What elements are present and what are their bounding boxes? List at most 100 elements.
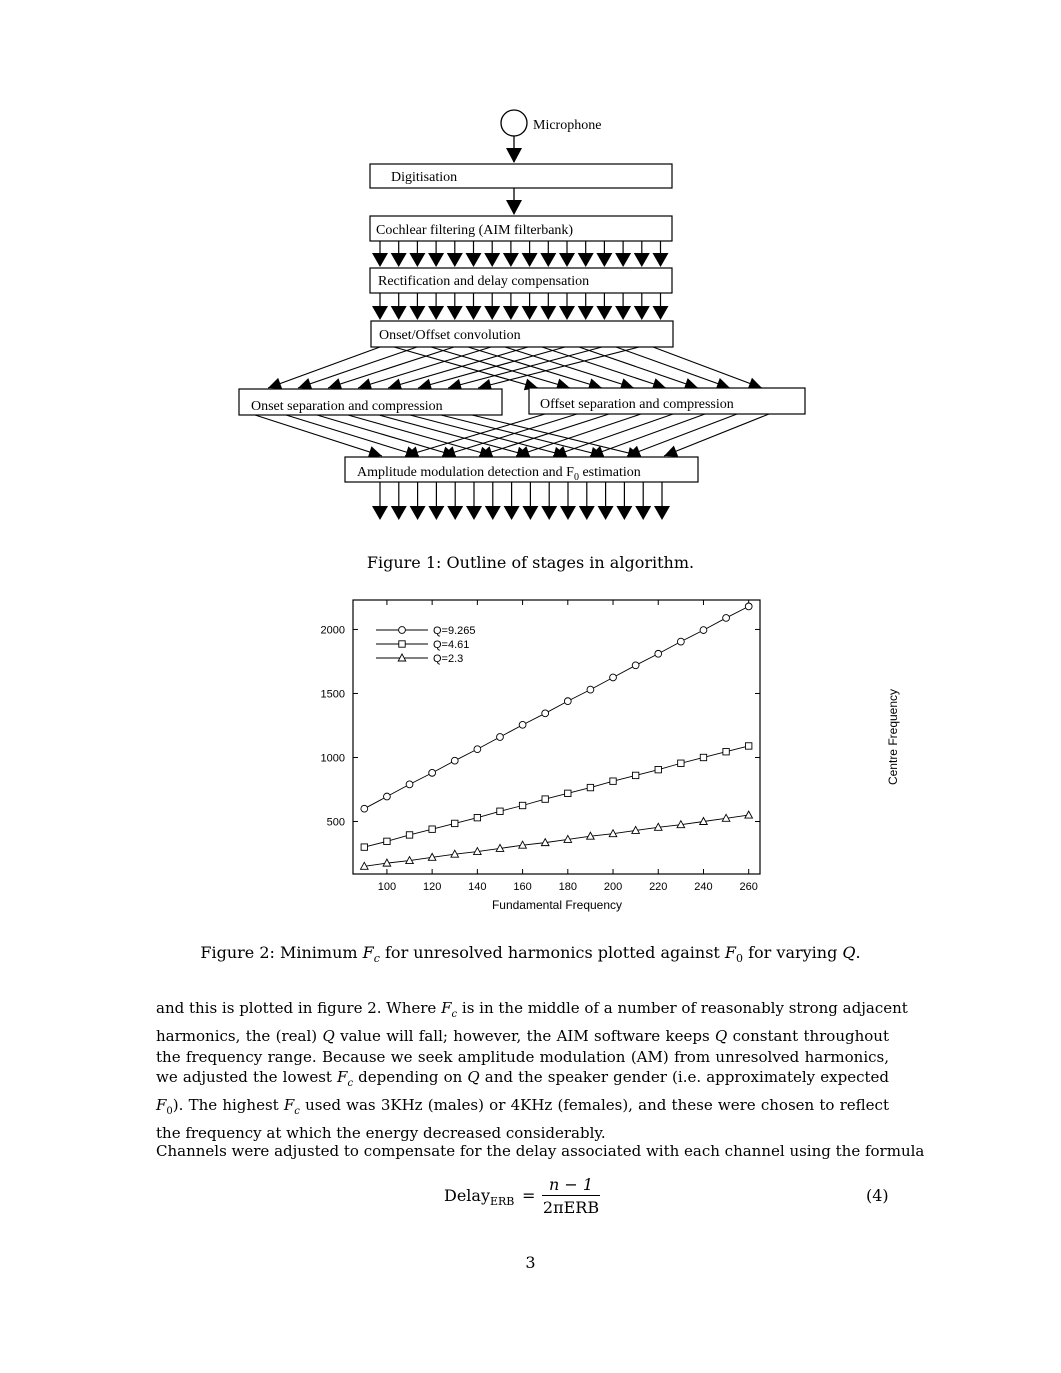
cochlear-label: Cochlear filtering (AIM filterbank)	[376, 223, 573, 238]
data-point	[744, 810, 754, 819]
crossing-arrow	[393, 346, 539, 389]
channel-arrow-head	[428, 506, 445, 520]
crossing-arrow	[504, 346, 635, 389]
rectification-label: Rectification and delay compensation	[378, 274, 589, 289]
channel-arrow-head	[522, 506, 539, 520]
channel-arrow-head	[428, 306, 445, 320]
crossing-arrow	[541, 346, 667, 389]
data-point	[585, 831, 595, 840]
crossing-arrow-head	[478, 378, 493, 391]
data-point	[382, 858, 392, 867]
formula-4: DelayERB = n − 1 2πERB (4)	[444, 1175, 889, 1217]
crossing-arrow	[552, 413, 674, 457]
channel-arrow-head	[540, 253, 557, 267]
channel-arrow-head	[447, 506, 464, 520]
figure1-caption: Figure 1: Outline of stages in algorithm…	[366, 553, 695, 572]
paragraph-1: and this is plotted in figure 2. Where F…	[156, 999, 908, 1142]
series-line-2	[364, 745, 749, 848]
data-point	[677, 637, 685, 646]
channel-arrow-head	[484, 306, 501, 320]
crossing-arrow-head	[441, 446, 456, 459]
legend-marker	[398, 626, 406, 634]
crossing-arrow-head	[478, 446, 493, 459]
onset-separation-label: Onset separation and compression	[251, 399, 443, 414]
channel-arrow-head	[409, 253, 426, 267]
data-point	[721, 813, 731, 822]
channel-arrow-head	[484, 506, 501, 520]
crossing-arrow	[297, 346, 418, 389]
series-line-1	[364, 606, 749, 810]
channel-arrow-head	[390, 253, 407, 267]
crossing-arrow-head	[664, 445, 679, 457]
y-tick-label: 1000	[321, 752, 345, 764]
crossing-arrow-head	[683, 378, 698, 390]
paragraph-2: Channels were adjusted to compensate for…	[156, 1142, 925, 1160]
data-point	[631, 661, 640, 670]
onset-offset-box	[370, 320, 674, 348]
legend-label: Q=9.265	[433, 625, 476, 637]
microphone-label: Microphone	[533, 118, 601, 133]
figure1-diagram: Microphone Digitisation Cochlear filteri…	[238, 109, 806, 520]
data-point	[654, 649, 663, 658]
crossing-arrow-head	[358, 378, 373, 390]
data-point	[428, 769, 436, 777]
channel-arrow-head	[409, 506, 426, 520]
data-point	[608, 828, 618, 838]
data-point	[427, 852, 437, 861]
offset-separation-box	[528, 387, 806, 415]
am-detection-box	[344, 456, 699, 483]
crossing-arrow-head	[747, 377, 762, 390]
data-point	[676, 819, 686, 829]
x-tick-label: 180	[559, 881, 577, 893]
crossing-arrow	[467, 346, 603, 389]
crossing-arrow	[663, 413, 770, 457]
data-point	[450, 849, 460, 858]
crossing-arrow	[409, 414, 568, 457]
onset-offset-label: Onset/Offset convolution	[379, 328, 521, 343]
crossing-arrow	[477, 346, 640, 389]
crossing-arrow-head	[552, 446, 567, 459]
crossing-arrow	[652, 346, 763, 389]
legend-marker	[398, 640, 406, 648]
data-point	[609, 777, 617, 785]
channel-arrow-head	[559, 306, 575, 320]
channel-arrows-row-2	[372, 293, 669, 320]
crossing-arrow	[404, 413, 546, 457]
data-point	[586, 685, 595, 694]
crossing-arrow-head	[404, 446, 419, 458]
data-point	[405, 780, 414, 789]
digitisation-box	[369, 163, 673, 189]
crossing-arrow-head	[388, 378, 403, 391]
crossing-arrow-head	[328, 378, 343, 390]
channel-arrow-head	[615, 306, 632, 320]
channel-arrow-head	[596, 306, 613, 320]
data-point	[698, 816, 709, 825]
data-point	[631, 771, 640, 780]
data-point	[744, 602, 753, 611]
channel-arrow-head	[428, 253, 445, 267]
data-point	[472, 846, 482, 856]
channel-arrow-head	[446, 306, 463, 320]
crossing-arrow-head	[367, 446, 382, 458]
page-number: 3	[525, 1253, 536, 1272]
crossing-arrow-head	[651, 378, 666, 390]
figure2-caption: Figure 2: Minimum Fc for unresolved harm…	[200, 943, 861, 966]
channel-arrow-head	[633, 306, 650, 320]
crossing-arrow-head	[448, 378, 463, 391]
x-tick-label: 220	[649, 881, 667, 893]
channel-arrow-head	[560, 506, 576, 520]
x-tick-label: 160	[513, 881, 531, 893]
crossing-arrow	[387, 346, 529, 389]
channel-arrows-row-1	[372, 241, 669, 267]
crossing-arrow	[417, 346, 566, 389]
onset-separation-box	[238, 388, 503, 416]
channel-arrow-head	[633, 253, 650, 267]
microphone-icon	[500, 109, 528, 137]
channel-arrows-output	[372, 482, 670, 520]
data-point	[699, 626, 708, 634]
crossing-arrow	[254, 414, 383, 457]
channel-arrow-head	[503, 506, 520, 520]
channel-arrow-head	[390, 306, 407, 320]
channel-arrow-head	[559, 253, 575, 267]
